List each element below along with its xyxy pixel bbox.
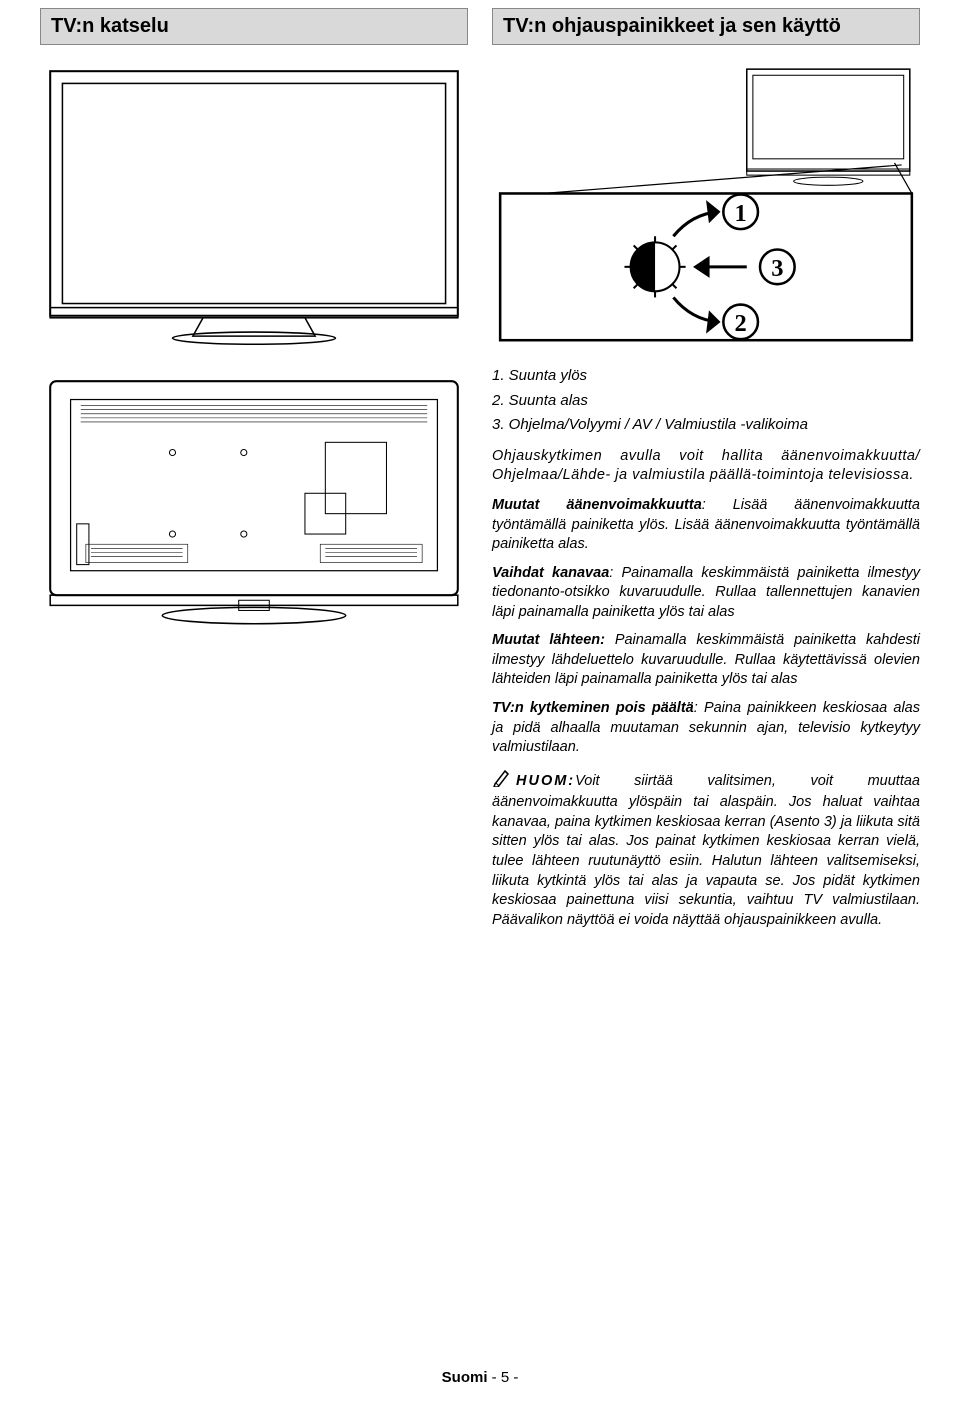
off-paragraph: TV:n kytkeminen pois päältä: Paina paini…: [492, 699, 920, 758]
tv-front-illustration: [40, 61, 468, 346]
off-lead: TV:n kytkeminen pois päältä: [492, 700, 694, 716]
footer-language: Suomi: [442, 1369, 488, 1386]
intro-paragraph: Ohjauskytkimen avulla voit hallita äänen…: [492, 447, 920, 486]
channel-lead: Vaihdat kanavaa: [492, 565, 609, 581]
diagram-label-1: 1: [735, 200, 747, 227]
note-icon: [492, 767, 512, 794]
page-footer: Suomi - 5 -: [0, 1369, 960, 1386]
list-item-1: 1. Suunta ylös: [492, 365, 920, 388]
volume-paragraph: Muutat äänenvoimakkuutta: Lisää äänenvoi…: [492, 496, 920, 555]
volume-lead: Muutat äänenvoimakkuutta: [492, 497, 702, 513]
channel-paragraph: Vaihdat kanavaa: Painamalla keskimmäistä…: [492, 564, 920, 623]
right-section-header: TV:n ohjauspainikkeet ja sen käyttö: [492, 8, 920, 45]
source-paragraph: Muutat lähteen: Painamalla keskimmäistä …: [492, 631, 920, 690]
footer-page-number: - 5 -: [488, 1369, 519, 1386]
list-item-2: 2. Suunta alas: [492, 390, 920, 413]
list-item-3: 3. Ohjelma/Volyymi / AV / Valmiustila -v…: [492, 414, 920, 437]
left-section-header: TV:n katselu: [40, 8, 468, 45]
diagram-label-3: 3: [771, 255, 783, 282]
diagram-label-2: 2: [735, 310, 747, 337]
note-paragraph: HUOM:Voit siirtää valitsimen, voit muutt…: [492, 767, 920, 931]
tv-back-illustration: [40, 371, 468, 636]
note-lead: HUOM:: [516, 773, 575, 789]
control-list: 1. Suunta ylös 2. Suunta alas 3. Ohjelma…: [492, 365, 920, 437]
note-body: Voit siirtää valitsimen, voit muuttaa ää…: [492, 773, 920, 928]
control-diagram: 1 2 3: [492, 61, 920, 346]
source-lead: Muutat lähteen:: [492, 632, 605, 648]
